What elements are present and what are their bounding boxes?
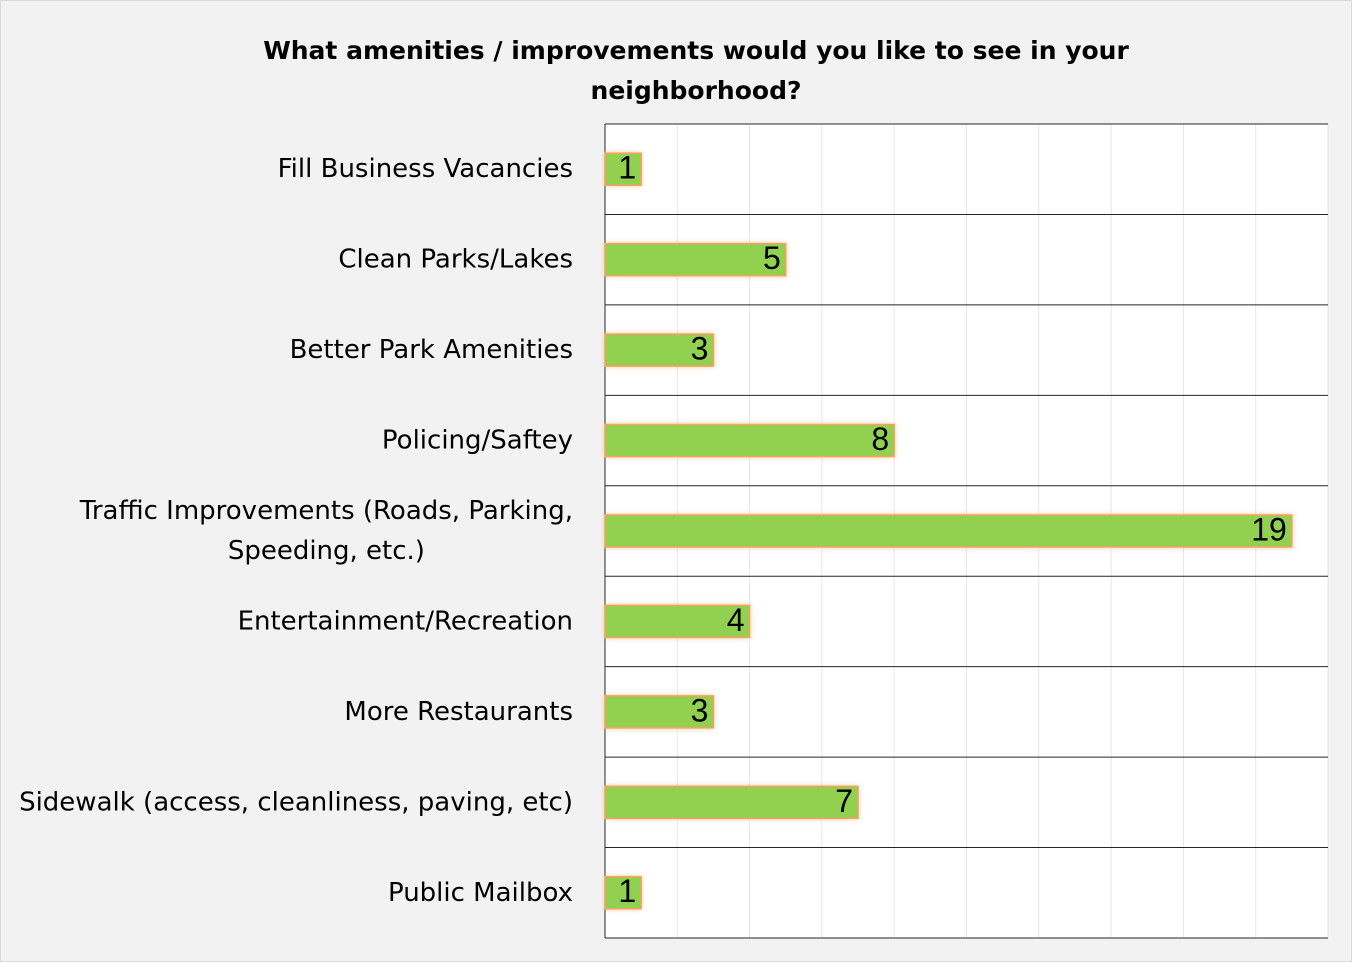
data-label: 1 — [618, 873, 636, 909]
category-label: Public Mailbox — [388, 877, 573, 907]
category-label: Clean Parks/Lakes — [338, 244, 573, 274]
bar — [604, 333, 715, 367]
data-label: 7 — [835, 783, 853, 819]
data-label: 5 — [763, 240, 781, 276]
data-label: 19 — [1251, 511, 1287, 547]
bar — [604, 423, 895, 458]
bar — [604, 785, 859, 820]
category-label: More Restaurants — [344, 696, 573, 726]
category-label: Fill Business Vacancies — [278, 154, 573, 184]
chart-title: What amenities / improvements would you … — [263, 36, 1129, 105]
data-label: 1 — [618, 150, 636, 186]
bar — [604, 604, 751, 639]
category-label: Policing/Saftey — [382, 425, 573, 455]
data-label: 3 — [691, 331, 709, 367]
category-label: Entertainment/Recreation — [238, 606, 573, 636]
bar — [604, 695, 715, 729]
bar — [604, 242, 787, 277]
bar — [604, 876, 642, 910]
data-label: 3 — [691, 692, 709, 728]
data-label: 8 — [871, 421, 889, 457]
data-label: 4 — [727, 602, 745, 638]
category-label: Traffic Improvements (Roads, Parking, Spe… — [79, 496, 573, 566]
bar — [604, 152, 642, 186]
category-label: Better Park Amenities — [290, 335, 573, 365]
category-label: Sidewalk (access, cleanliness, paving, e… — [19, 787, 573, 817]
bar — [604, 514, 1293, 548]
